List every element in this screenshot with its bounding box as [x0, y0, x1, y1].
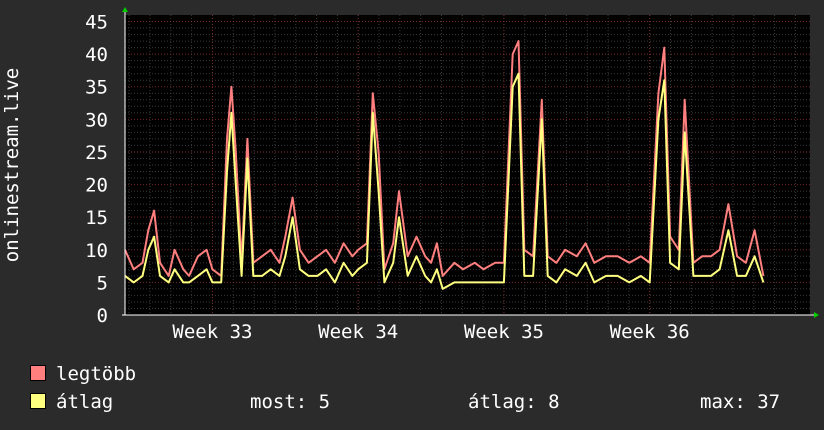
legend-swatch-avg — [30, 393, 46, 409]
legend-label-avg: átlag — [56, 391, 114, 413]
x-tick-label: Week 33 — [172, 321, 252, 343]
y-tick-label: 15 — [85, 207, 108, 229]
x-tick-label: Week 35 — [464, 321, 544, 343]
legend-item-avg: átlag — [30, 391, 113, 413]
x-axis-arrow — [814, 312, 819, 318]
tick-labels: 0 5 10 15 20 25 30 35 40 45 Week 33 Week 34 Week 35 W… — [85, 12, 690, 343]
series-line-avg — [124, 72, 765, 290]
series-group — [124, 40, 765, 290]
y-axis-arrow — [122, 7, 128, 12]
y-tick-label: 10 — [85, 240, 108, 262]
stat-now: most: 5 — [250, 391, 331, 413]
y-tick-label: 20 — [85, 175, 108, 197]
y-tick-label: 0 — [97, 305, 108, 327]
y-tick-label: 25 — [85, 142, 108, 164]
x-tick-label: Week 34 — [318, 321, 398, 343]
stat-max: max: 37 — [700, 391, 781, 413]
axes — [122, 7, 819, 318]
y-tick-label: 35 — [85, 77, 108, 99]
x-tick-label: Week 36 — [610, 321, 690, 343]
y-tick-label: 40 — [85, 44, 108, 66]
y-tick-label: 45 — [85, 12, 108, 34]
y-tick-label: 5 — [97, 272, 108, 294]
stat-avg: átlag: 8 — [468, 391, 560, 413]
legend-label-max: legtöbb — [56, 363, 137, 385]
legend-item-max: legtöbb — [30, 363, 136, 385]
legend-swatch-max — [30, 365, 46, 381]
y-axis-label: onlinestream.live — [1, 68, 23, 262]
y-tick-label: 30 — [85, 109, 108, 131]
